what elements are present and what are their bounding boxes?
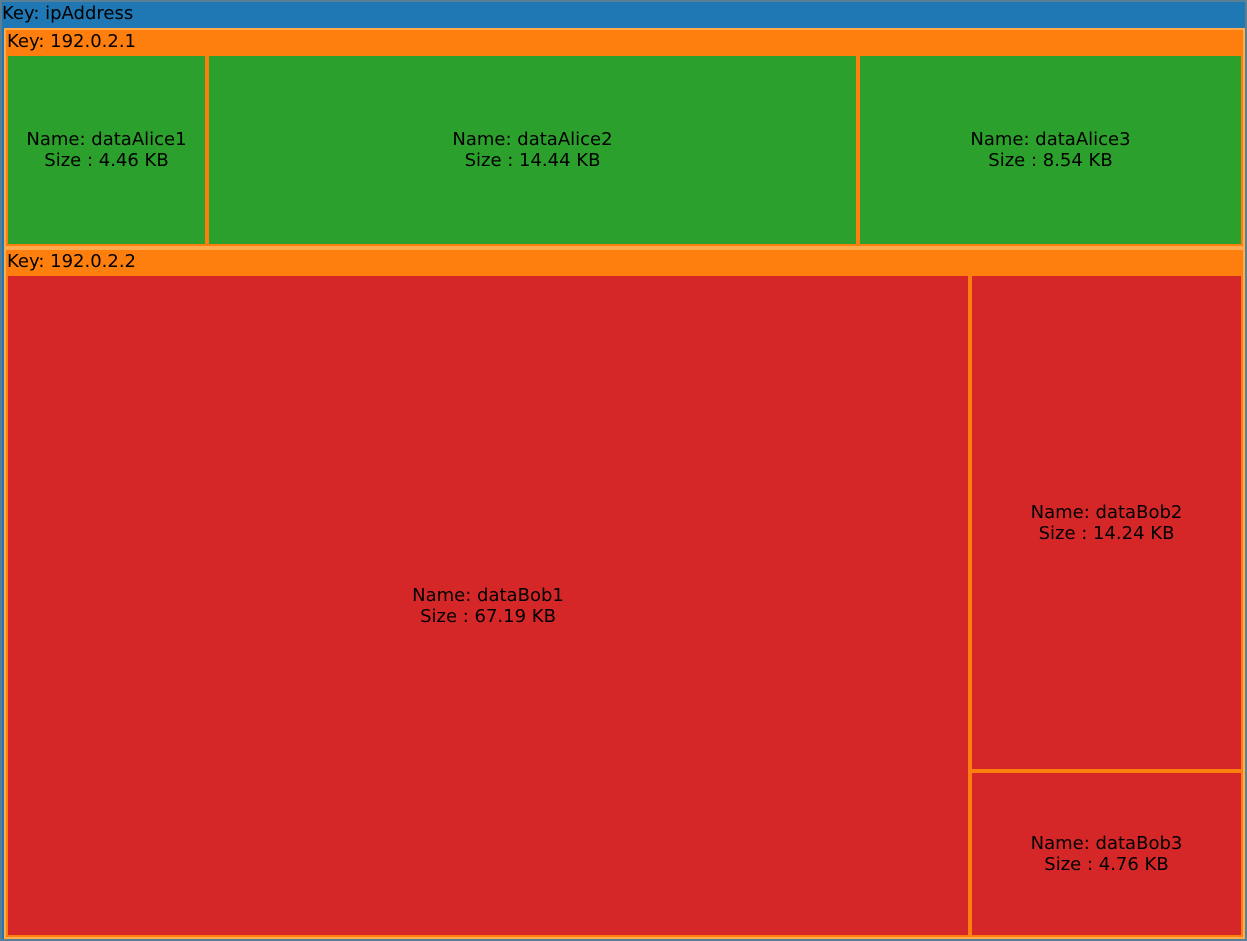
leaf-node-dataAlice3: Name: dataAlice3 Size : 8.54 KB: [858, 54, 1243, 246]
leaf-size-label: Size : 67.19 KB: [420, 605, 556, 627]
leaf-label: Name: dataBob3 Size : 4.76 KB: [972, 833, 1241, 875]
leaf-size-label: Size : 8.54 KB: [988, 150, 1113, 171]
root-key-label: Key: ipAddress: [2, 3, 134, 24]
leaf-node-dataBob2: Name: dataBob2 Size : 14.24 KB: [970, 274, 1243, 771]
leaf-node-dataAlice2: Name: dataAlice2 Size : 14.44 KB: [207, 54, 858, 246]
group-node-192-0-2-2: Key: 192.0.2.2 Name: dataBob1 Size : 67.…: [4, 248, 1245, 939]
leaf-name-label: Name: dataBob1: [412, 584, 564, 606]
group-key-label: Key: 192.0.2.2: [7, 251, 136, 272]
leaf-name-label: Name: dataAlice1: [26, 129, 187, 150]
leaf-label: Name: dataAlice3 Size : 8.54 KB: [860, 129, 1241, 171]
group-key-label: Key: 192.0.2.1: [7, 31, 136, 52]
leaf-size-label: Size : 14.24 KB: [1038, 522, 1175, 544]
leaf-label: Name: dataAlice2 Size : 14.44 KB: [209, 129, 856, 171]
leaf-size-label: Size : 14.44 KB: [464, 150, 601, 171]
leaf-label: Name: dataAlice1 Size : 4.46 KB: [8, 129, 205, 171]
leaf-label: Name: dataBob2 Size : 14.24 KB: [972, 502, 1241, 544]
leaf-name-label: Name: dataAlice3: [970, 129, 1131, 150]
leaf-node-dataBob3: Name: dataBob3 Size : 4.76 KB: [970, 771, 1243, 937]
leaf-node-dataAlice1: Name: dataAlice1 Size : 4.46 KB: [6, 54, 207, 246]
leaf-node-dataBob1: Name: dataBob1 Size : 67.19 KB: [6, 274, 970, 937]
leaf-name-label: Name: dataBob3: [1030, 833, 1183, 854]
group-node-192-0-2-1: Key: 192.0.2.1 Name: dataAlice1 Size : 4…: [4, 28, 1245, 248]
leaf-name-label: Name: dataBob2: [1030, 501, 1183, 523]
leaf-name-label: Name: dataAlice2: [452, 129, 613, 150]
leaf-label: Name: dataBob1 Size : 67.19 KB: [8, 585, 968, 627]
leaf-size-label: Size : 4.46 KB: [44, 150, 169, 171]
leaf-size-label: Size : 4.76 KB: [1044, 854, 1169, 875]
